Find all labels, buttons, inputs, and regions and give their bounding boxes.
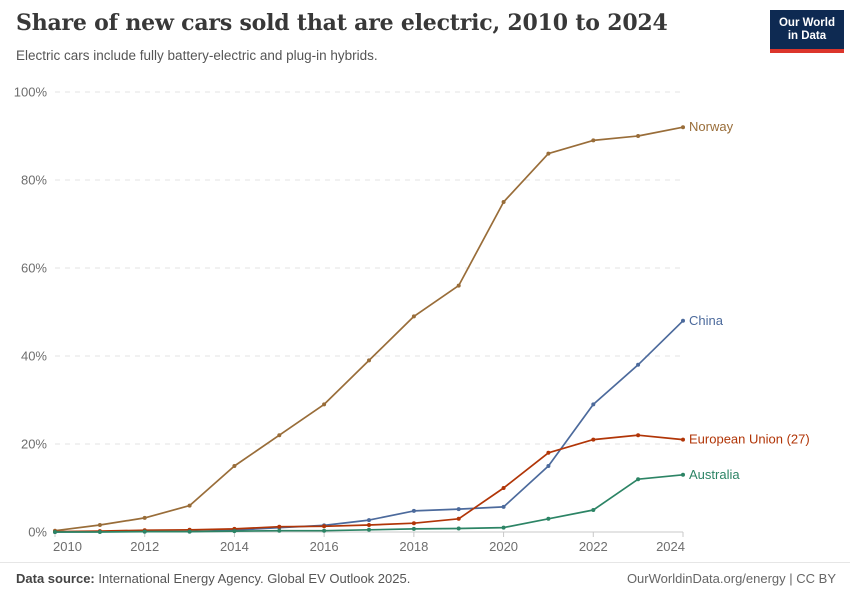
y-tick-label: 80% [21, 173, 47, 188]
entity-label-australia[interactable]: Australia [689, 467, 740, 482]
y-tick-label: 0% [28, 525, 47, 540]
y-tick-label: 100% [14, 85, 48, 100]
series-norway[interactable]: Norway [53, 119, 734, 533]
data-source-text: International Energy Agency. Global EV O… [98, 571, 411, 586]
data-point-european-union-27[interactable] [546, 450, 551, 455]
data-point-australia[interactable] [187, 529, 192, 534]
data-point-australia[interactable] [591, 508, 596, 512]
series-line-china[interactable] [54, 319, 684, 533]
data-point-china[interactable] [501, 504, 506, 509]
data-point-australia[interactable] [277, 528, 282, 533]
data-point-china[interactable] [591, 402, 596, 407]
entity-label-european-union-27[interactable]: European Union (27) [689, 432, 810, 447]
data-point-china[interactable] [636, 362, 641, 367]
y-tick-label: 20% [21, 437, 47, 452]
data-point-norway[interactable] [501, 200, 506, 204]
data-point-norway[interactable] [97, 523, 102, 527]
chart-footer: Data source: International Energy Agency… [16, 571, 836, 586]
data-point-australia[interactable] [322, 528, 327, 533]
data-point-norway[interactable] [411, 314, 416, 319]
data-point-norway[interactable] [591, 138, 596, 143]
x-tick-label: 2014 [220, 539, 249, 554]
data-point-european-union-27[interactable] [367, 523, 371, 527]
y-tick-label: 40% [21, 349, 47, 364]
owid-logo-line2: in Data [787, 30, 827, 42]
x-tick-label: 2022 [579, 539, 608, 554]
data-point-norway[interactable] [322, 402, 327, 407]
data-point-european-union-27[interactable] [277, 524, 282, 529]
data-source-label: Data source: [16, 571, 95, 586]
entity-label-norway[interactable]: Norway [689, 119, 734, 134]
data-point-european-union-27[interactable] [411, 521, 416, 526]
data-point-china[interactable] [456, 507, 461, 512]
data-point-european-union-27[interactable] [501, 486, 506, 490]
data-point-european-union-27[interactable] [456, 516, 461, 521]
owid-credit-link[interactable]: OurWorldinData.org/energy | CC BY [626, 571, 836, 586]
data-point-australia[interactable] [411, 526, 416, 531]
data-point-australia[interactable] [456, 526, 461, 531]
data-point-australia[interactable] [97, 530, 102, 534]
entity-label-china[interactable]: China [689, 313, 724, 328]
x-tick-label: 2018 [399, 539, 428, 554]
data-point-norway[interactable] [277, 433, 282, 438]
data-point-australia[interactable] [501, 525, 506, 530]
owid-logo[interactable]: Our World in Data [769, 10, 844, 53]
data-point-australia[interactable] [681, 472, 685, 477]
x-tick-label: 2010 [53, 539, 82, 554]
series-china[interactable]: China [53, 313, 724, 534]
x-tick-label: 2012 [130, 539, 159, 554]
x-tick-label: 2020 [489, 539, 518, 554]
data-point-china[interactable] [681, 318, 685, 323]
data-point-european-union-27[interactable] [322, 524, 327, 529]
data-point-norway[interactable] [456, 283, 461, 288]
data-source-note: Data source: International Energy Agency… [16, 571, 410, 586]
x-tick-label: 2024 [656, 539, 685, 554]
series-line-norway[interactable] [54, 126, 684, 532]
chart-subtitle: Electric cars include fully battery-elec… [16, 48, 378, 63]
page-title: Share of new cars sold that are electric… [16, 10, 668, 36]
owid-logo-line1: Our World [778, 17, 835, 29]
data-point-australia[interactable] [367, 527, 371, 532]
data-point-china[interactable] [367, 518, 371, 523]
y-tick-label: 60% [21, 261, 47, 276]
data-point-australia[interactable] [53, 530, 57, 534]
data-point-norway[interactable] [636, 134, 641, 138]
data-point-australia[interactable] [232, 529, 237, 534]
data-point-norway[interactable] [681, 125, 685, 130]
series-european-union-27[interactable]: European Union (27) [53, 432, 810, 534]
data-point-norway[interactable] [546, 151, 551, 156]
data-point-norway[interactable] [367, 358, 371, 363]
data-point-australia[interactable] [636, 477, 641, 482]
data-point-australia[interactable] [142, 529, 147, 534]
data-point-norway[interactable] [232, 464, 237, 468]
footer-divider [0, 562, 850, 563]
data-point-china[interactable] [411, 508, 416, 513]
data-point-european-union-27[interactable] [636, 433, 641, 438]
data-point-european-union-27[interactable] [681, 437, 685, 442]
data-point-norway[interactable] [142, 515, 147, 520]
data-point-european-union-27[interactable] [591, 437, 596, 442]
data-point-australia[interactable] [546, 516, 551, 521]
data-point-china[interactable] [546, 464, 551, 468]
data-point-norway[interactable] [187, 503, 192, 508]
x-tick-label: 2016 [310, 539, 339, 554]
series-australia[interactable]: Australia [53, 467, 740, 534]
